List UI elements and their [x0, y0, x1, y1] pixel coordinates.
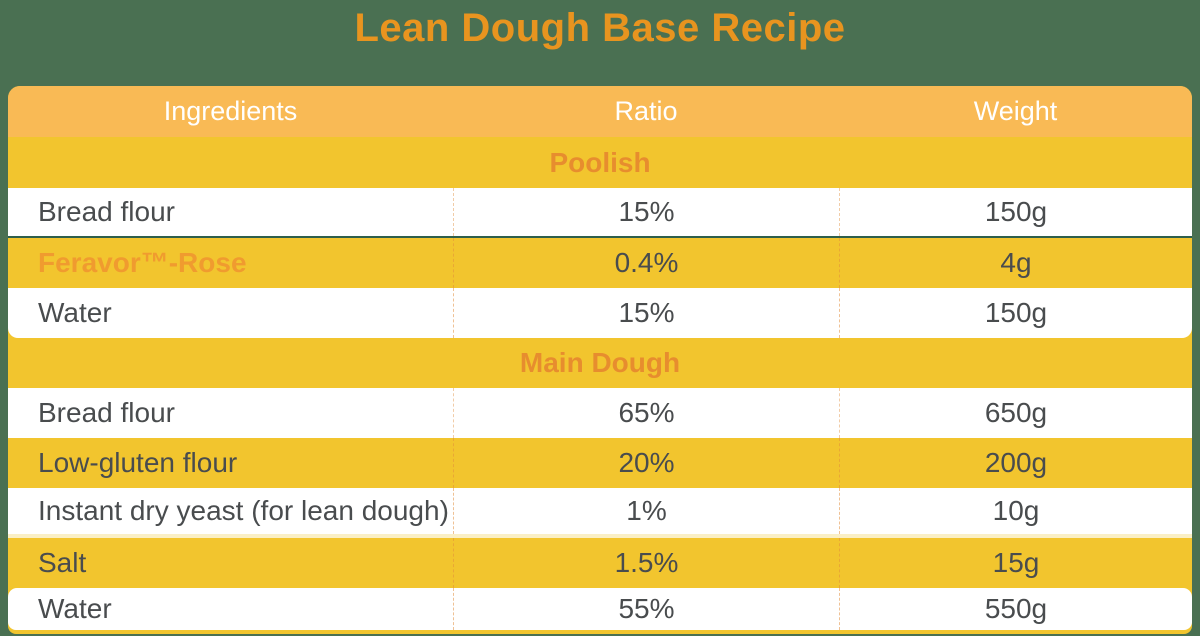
recipe-table: Ingredients Ratio Weight Poolish Bread fl… — [8, 86, 1192, 634]
column-header-weight: Weight — [973, 96, 1058, 126]
cell-ratio: 20% — [453, 438, 839, 488]
cell-weight: 150g — [839, 288, 1192, 338]
cell-ingredient: Salt — [38, 547, 87, 578]
section-row-poolish: Poolish — [8, 137, 1192, 188]
table-row: Instant dry yeast (for lean dough) 1% 10g — [8, 488, 1192, 538]
cell-weight: 4g — [839, 238, 1192, 288]
cell-weight: 550g — [839, 588, 1192, 630]
cell-weight: 15g — [839, 538, 1192, 588]
cell-ratio: 0.4% — [453, 238, 839, 288]
table-row: Feravor™-Rose 0.4% 4g — [8, 238, 1192, 288]
table-row: Low-gluten flour 20% 200g — [8, 438, 1192, 488]
cell-ratio: 15% — [453, 188, 839, 236]
cell-weight: 650g — [839, 388, 1192, 438]
table-row: Bread flour 65% 650g — [8, 388, 1192, 438]
table-row: Salt 1.5% 15g — [8, 538, 1192, 588]
cell-ingredient: Bread flour — [38, 196, 175, 227]
cell-ingredient: Low-gluten flour — [38, 447, 238, 478]
cell-ratio: 65% — [453, 388, 839, 438]
cell-ratio: 1.5% — [453, 538, 839, 588]
cell-ingredient: Bread flour — [38, 397, 175, 428]
table-row: Water 55% 550g — [8, 588, 1192, 630]
table-row: Water 15% 150g — [8, 288, 1192, 338]
column-header-ingredients: Ingredients — [163, 96, 298, 126]
cell-weight: 10g — [839, 488, 1192, 534]
cell-ingredient: Feravor™-Rose — [38, 247, 247, 278]
column-header-ratio: Ratio — [614, 96, 678, 126]
table-row: Bread flour 15% 150g — [8, 188, 1192, 238]
cell-ratio: 55% — [453, 588, 839, 630]
cell-ingredient: Water — [38, 297, 112, 328]
cell-weight: 150g — [839, 188, 1192, 236]
cell-ingredient: Water — [38, 593, 112, 624]
cell-ratio: 15% — [453, 288, 839, 338]
section-row-main-dough: Main Dough — [8, 338, 1192, 388]
section-title: Poolish — [549, 146, 651, 178]
table-header-row: Ingredients Ratio Weight — [8, 86, 1192, 137]
cell-ratio: 1% — [453, 488, 839, 534]
cell-weight: 200g — [839, 438, 1192, 488]
section-title: Main Dough — [519, 347, 681, 378]
page-title: Lean Dough Base Recipe — [354, 6, 846, 50]
cell-ingredient: Instant dry yeast (for lean dough) — [38, 495, 449, 526]
